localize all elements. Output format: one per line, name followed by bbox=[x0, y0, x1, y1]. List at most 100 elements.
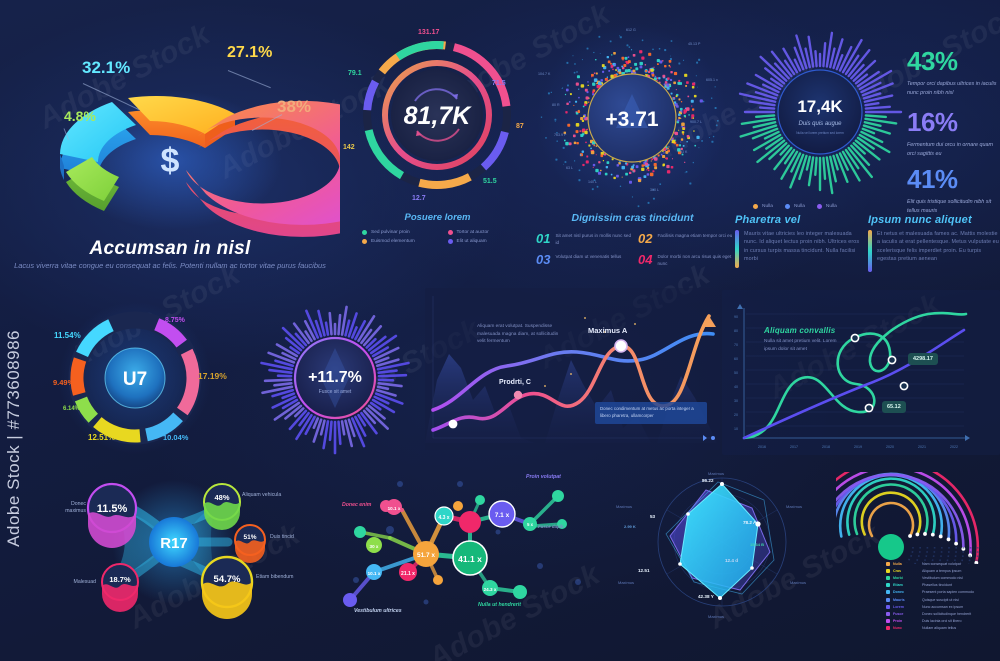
linechart-tooltip: Donec condimentum at metus ac porta inte… bbox=[595, 402, 707, 424]
block-title: Ipsum nunc aliquet bbox=[868, 214, 972, 226]
legend-item[interactable]: Nulla bbox=[816, 204, 837, 209]
arc-series bbox=[846, 477, 936, 536]
arc-legend-row[interactable]: Lorem Nunc accumsan ex ipsum bbox=[886, 603, 1000, 610]
radar-chart bbox=[657, 477, 787, 607]
svg-text:11.5%: 11.5% bbox=[97, 503, 128, 515]
linechart-panel: Aliquam erat volutpat. Suspendisse males… bbox=[425, 288, 720, 450]
curvechart-title: Aliquam convallis bbox=[764, 326, 836, 335]
gauge-value-5: 142 bbox=[343, 144, 355, 151]
svg-text:30 x: 30 x bbox=[370, 544, 379, 549]
donut3d-chart: $ bbox=[60, 90, 340, 237]
y-tick: 50 bbox=[734, 371, 738, 375]
legend-swatch-icon bbox=[886, 583, 890, 588]
radar-value-4: 12.51 bbox=[638, 568, 650, 573]
donut3d-label-3: 4.8% bbox=[64, 108, 96, 124]
arc-endpoint bbox=[938, 534, 943, 539]
numbered-item[interactable]: 03 Volutpat diam ut venenatis tellus bbox=[536, 253, 634, 268]
y-tick: 70 bbox=[734, 343, 738, 347]
gauge-seg-6 bbox=[363, 41, 511, 189]
legend-swatch-icon bbox=[886, 611, 890, 616]
x-tick: 2017 bbox=[790, 445, 798, 449]
arc-legend-row[interactable]: Proin Duis lacinia orci sit libero bbox=[886, 618, 1000, 625]
particle-center-value: +3.71 bbox=[605, 108, 658, 131]
accent-bar bbox=[868, 230, 872, 272]
legend-swatch-icon bbox=[886, 626, 890, 631]
data-point bbox=[864, 403, 874, 413]
u7-label-5: 9.49% bbox=[53, 378, 75, 387]
arc-endpoint bbox=[974, 560, 979, 565]
arc-legend-row[interactable]: Fusce Donec sollicitudinque hendrerit bbox=[886, 610, 1000, 617]
y-tick: 90 bbox=[734, 315, 738, 319]
accent-bar bbox=[735, 230, 739, 268]
numbered-item[interactable]: 02 Facilisis magna etiam tempor orci eu bbox=[638, 232, 736, 247]
gauge-value-2: 87 bbox=[516, 123, 524, 130]
numbered-item[interactable]: 01 Sit amet nisl purus in mollis nunc sed… bbox=[536, 232, 634, 247]
node-label-4: Etiam bibendum bbox=[256, 574, 294, 580]
legend-item[interactable]: Nulla bbox=[784, 204, 805, 209]
arc-legend-row[interactable]: Cras Aliquam a tempus ipsum bbox=[886, 567, 1000, 574]
arc-endpoint bbox=[946, 537, 951, 542]
y-tick: 40 bbox=[734, 385, 738, 389]
u7-label-6: 11.54% bbox=[54, 331, 81, 340]
u7-label-4: 6.14% bbox=[63, 406, 81, 412]
item-number: 04 bbox=[638, 251, 653, 267]
item-number: 03 bbox=[536, 251, 551, 267]
legend-desc: Praesent porta sapien commodo bbox=[922, 590, 974, 595]
legend-label: Nulla bbox=[793, 204, 805, 209]
curve-series-green bbox=[742, 311, 968, 440]
radar-axis-label-0: Maximus bbox=[708, 471, 725, 476]
block-text: Mauris vitae ultricies leo integer males… bbox=[744, 231, 860, 263]
arc-series bbox=[860, 491, 922, 536]
arc-legend-row[interactable]: Mauris Quisque suscipit ut nisi bbox=[886, 596, 1000, 603]
legend-item[interactable]: Elit ut aliquam bbox=[447, 239, 528, 244]
arc-endpoint bbox=[908, 534, 912, 538]
u7-seg-0 bbox=[70, 313, 200, 443]
gauge-legend: Sed pulvinar proin Tortor at auctor Euis… bbox=[362, 230, 527, 244]
u7-label-2: 10.04% bbox=[163, 433, 189, 442]
legend-swatch-icon bbox=[886, 590, 890, 595]
arc-legend-row[interactable]: Morbi Vestibulum commodo nisl bbox=[886, 574, 1000, 581]
legend-desc: Aliquam a tempus ipsum bbox=[922, 568, 962, 573]
y-tick: 30 bbox=[734, 399, 738, 403]
item-number: 01 bbox=[536, 231, 551, 246]
x-tick: 2021 bbox=[918, 445, 926, 449]
arc-legend-row[interactable]: Etiam Phasellus tincidunt bbox=[886, 582, 1000, 589]
legend-name: Mauris bbox=[893, 597, 905, 602]
radar-value-0: 86.22 bbox=[702, 478, 714, 483]
gauge-title: Posuere lorem bbox=[404, 212, 471, 223]
radar-value-1: 78.2 A bbox=[743, 520, 757, 525]
text-block: Pharetra vel Mauris vitae ultricies leo … bbox=[735, 214, 860, 268]
u7-label-3: 12.51% bbox=[88, 433, 116, 442]
x-tick: 2016 bbox=[758, 445, 766, 449]
y-tick: 60 bbox=[734, 357, 738, 361]
radial17k-center-sub2: Nulla vel lorem pretium sed lorem bbox=[796, 131, 844, 135]
arc-legend: Nulla Nam consequat volutpat Cras Aliquam a… bbox=[886, 560, 1000, 632]
radial17k-center-sub: Duis quis augue bbox=[798, 121, 842, 127]
arc-hub bbox=[878, 534, 904, 560]
arc-legend-row[interactable]: Nunc Nullam aliquam tellus bbox=[886, 625, 1000, 632]
legend-desc: Nullam aliquam tellus bbox=[922, 626, 957, 631]
svg-text:7.1 x: 7.1 x bbox=[495, 512, 510, 519]
legend-swatch-icon bbox=[886, 568, 890, 573]
legend-item[interactable]: Nulla bbox=[753, 204, 773, 209]
legend-item[interactable]: Tortor at auctor bbox=[447, 230, 528, 235]
x-tick: 2022 bbox=[950, 445, 958, 449]
donut3d-panel: $ 27.1% 38% 32.1% 4.8% Accumsan in nisl … bbox=[0, 0, 340, 290]
radial117-panel: +11.7% Fusce sit amet bbox=[250, 300, 420, 460]
radar-panel: Maximus Maximus Maximus Maximus Maximus … bbox=[610, 470, 830, 620]
arc-endpoint bbox=[930, 532, 935, 537]
y-tick: 10 bbox=[734, 427, 738, 431]
arc-series bbox=[867, 501, 915, 538]
arc-legend-row[interactable]: Nulla Nam consequat volutpat bbox=[886, 560, 1000, 567]
nodes-diagram: R17 11.5% 48% 51% 18.7% 54.7% bbox=[86, 480, 266, 619]
numbered-item[interactable]: 04 Dolor morbi non arcu risus quis eget n… bbox=[638, 253, 736, 268]
legend-item[interactable]: Sed pulvinar proin bbox=[362, 230, 442, 235]
arc-legend-row[interactable]: Donec Praesent porta sapien commodo bbox=[886, 589, 1000, 596]
gauge-seg-1 bbox=[363, 41, 511, 189]
curve-series-purple bbox=[742, 328, 966, 440]
gauge-value-1: 71.5 bbox=[492, 80, 506, 87]
legend-label: Elit ut aliquam bbox=[456, 239, 487, 244]
radial117-sub: Fusce sit amet bbox=[319, 389, 352, 395]
legend-item[interactable]: Euismod elementum bbox=[362, 239, 442, 244]
legend-name: Nunc bbox=[893, 626, 902, 631]
